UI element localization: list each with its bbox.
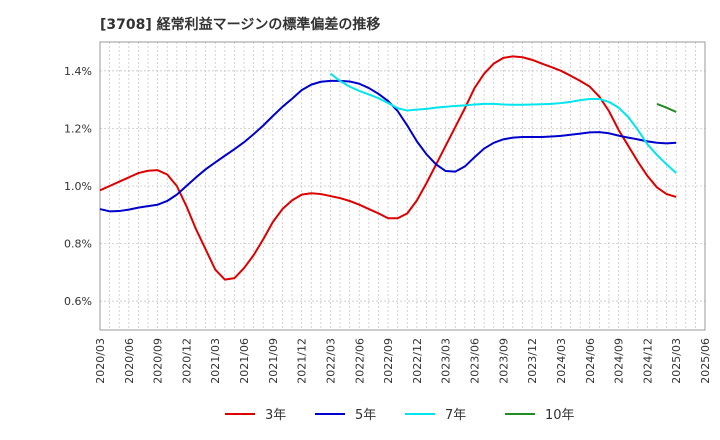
x-tick-label: 2021/12 xyxy=(296,338,309,384)
x-tick-label: 2024/12 xyxy=(641,338,654,384)
legend-label-1: 5年 xyxy=(355,408,376,423)
x-tick-label: 2020/03 xyxy=(94,338,107,384)
grid-layer xyxy=(100,42,705,330)
x-tick-label: 2022/03 xyxy=(324,338,337,384)
x-tick-label: 2024/06 xyxy=(584,338,597,384)
x-tick-label: 2022/06 xyxy=(353,338,366,384)
x-tick-label: 2020/06 xyxy=(123,338,136,384)
y-tick-label: 0.8% xyxy=(64,238,92,251)
legend-label-0: 3年 xyxy=(265,408,286,423)
x-tick-label: 2021/06 xyxy=(238,338,251,384)
x-tick-label: 2025/06 xyxy=(699,338,712,384)
x-tick-label: 2023/03 xyxy=(440,338,453,384)
series-line-3 xyxy=(656,102,677,113)
x-tick-label: 2020/12 xyxy=(180,338,193,384)
y-tick-label: 0.6% xyxy=(64,295,92,308)
series-lines xyxy=(99,55,677,281)
series-line-2 xyxy=(329,72,677,174)
legend-label-3: 10年 xyxy=(545,408,575,423)
x-tick-label: 2024/03 xyxy=(555,338,568,384)
y-tick-label: 1.4% xyxy=(64,65,92,78)
series-line-0 xyxy=(99,55,677,281)
x-tick-label: 2022/09 xyxy=(382,338,395,384)
x-tick-label: 2023/12 xyxy=(526,338,539,384)
x-tick-label: 2021/03 xyxy=(209,338,222,384)
x-tick-label: 2020/09 xyxy=(152,338,165,384)
x-tick-label: 2024/09 xyxy=(613,338,626,384)
legend: 3年 5年 7年 10年 xyxy=(225,408,575,423)
x-tick-label: 2021/09 xyxy=(267,338,280,384)
series-line-1 xyxy=(99,79,677,213)
plot-area-frame xyxy=(99,41,706,331)
y-axis-tick-labels: 0.6% 0.8% 1.0% 1.2% 1.4% xyxy=(64,65,92,308)
x-tick-label: 2023/09 xyxy=(497,338,510,384)
y-tick-label: 1.2% xyxy=(64,122,92,135)
x-axis-tick-labels: 2020/03 2020/06 2020/09 2020/12 2021/03 2021/… xyxy=(94,338,712,384)
x-tick-label: 2025/03 xyxy=(670,338,683,384)
x-tick-label: 2023/06 xyxy=(469,338,482,384)
legend-label-2: 7年 xyxy=(445,408,466,423)
x-tick-label: 2022/12 xyxy=(411,338,424,384)
y-tick-label: 1.0% xyxy=(64,180,92,193)
chart-title: [3708] 経常利益マージンの標準偏差の推移 xyxy=(100,17,381,33)
